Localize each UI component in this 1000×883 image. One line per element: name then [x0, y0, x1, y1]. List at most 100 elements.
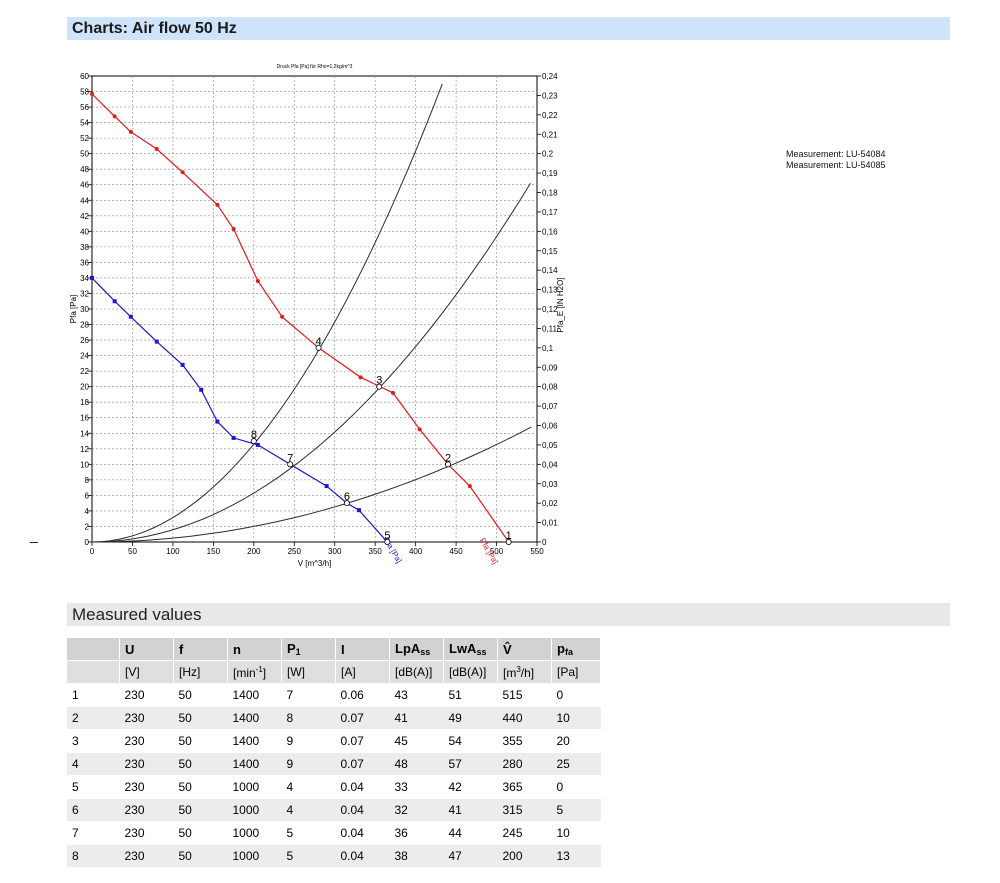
- table-cell: 50: [173, 729, 228, 753]
- table-cell: 0: [551, 683, 601, 707]
- y2-tick-label: 0,23: [542, 91, 558, 100]
- x-tick-label: 50: [128, 547, 137, 556]
- series-point: [215, 202, 220, 207]
- series-line-2: [91, 277, 388, 543]
- y-tick-label: 22: [80, 367, 89, 376]
- unit-cell: [dB(A)]: [389, 660, 444, 684]
- y2-tick-label: 0,16: [542, 227, 558, 236]
- unit-text: [Pa]: [557, 665, 579, 679]
- table-cell: 1000: [227, 798, 282, 822]
- column-header-subscript: ss: [476, 647, 487, 657]
- table-cell: 230: [119, 775, 174, 799]
- column-header-text: n: [233, 641, 241, 657]
- x-tick-label: 300: [328, 547, 342, 556]
- y-tick-label: 16: [80, 414, 89, 423]
- y-tick-label: 58: [80, 88, 89, 97]
- y-tick-label: 28: [80, 321, 89, 330]
- table-cell: 230: [119, 798, 174, 822]
- y2-tick-label: 0,24: [542, 72, 558, 81]
- table-cell: 515: [497, 683, 552, 707]
- x-tick-label: 0: [90, 547, 95, 556]
- unit-text: [m: [503, 665, 517, 680]
- table-row: 8 230 50 1000 5 0.04 38 47 200 13: [67, 844, 601, 868]
- table-cell: 10: [551, 706, 601, 730]
- table-cell: 315: [497, 798, 552, 822]
- table-cell: 1400: [227, 752, 282, 776]
- unit-text: [W]: [287, 665, 305, 679]
- table-cell: 0.04: [335, 798, 390, 822]
- column-header-text: P: [287, 641, 296, 656]
- table-cell: 25: [551, 752, 601, 776]
- table-units-row: [V] [Hz] [min-1] [W] [A] [dB(A)] [dB(A)] [m3/h]…: [67, 660, 601, 684]
- table-cell: 38: [389, 844, 444, 868]
- table-cell: 1000: [227, 844, 282, 868]
- table-cell: 280: [497, 752, 552, 776]
- y-axis-label: Pfa [Pa]: [69, 295, 78, 323]
- y2-tick-label: 0,18: [542, 189, 558, 198]
- unit-text: [min: [233, 665, 256, 680]
- table-cell: 8: [67, 844, 120, 868]
- series-line-1: [91, 93, 510, 543]
- table-cell: 44: [443, 821, 498, 845]
- operating-point-marker: [376, 383, 383, 390]
- y2-tick-label: 0,01: [542, 519, 558, 528]
- column-header-subscript: 1: [295, 647, 301, 657]
- series-point: [324, 484, 329, 489]
- series-point: [112, 299, 117, 304]
- x-tick-label: 550: [530, 547, 544, 556]
- measurement-legend: Measurement: LU-54084 Measurement: LU-54…: [786, 149, 886, 171]
- table-row: 6 230 50 1000 4 0.04 32 41 315 5: [67, 798, 601, 822]
- table-cell: 50: [173, 821, 228, 845]
- table-cell: 4: [281, 775, 336, 799]
- y-tick-label: 50: [80, 150, 89, 159]
- table-cell: 7: [281, 683, 336, 707]
- y2-tick-label: 0,22: [542, 111, 558, 120]
- column-header: P1: [281, 638, 336, 661]
- series-point: [357, 508, 361, 513]
- unit-text: [dB(A)]: [449, 665, 487, 679]
- table-cell: 8: [281, 706, 336, 730]
- table-cell: 4: [67, 752, 120, 776]
- y2-tick-label: 0,1: [542, 344, 554, 353]
- unit-text: [V]: [125, 665, 140, 679]
- y-tick-label: 56: [80, 103, 89, 112]
- table-row: 3 230 50 1400 9 0.07 45 54 355 20: [67, 729, 601, 753]
- table-cell: 245: [497, 821, 552, 845]
- table-cell: 0.07: [335, 729, 390, 753]
- table-cell: 355: [497, 729, 552, 753]
- table-cell: 7: [67, 821, 120, 845]
- x-tick-label: 150: [207, 547, 221, 556]
- y2-tick-label: 0,05: [542, 441, 558, 450]
- x-tick-label: 250: [288, 547, 302, 556]
- y2-tick-label: 0,04: [542, 460, 558, 469]
- table-cell: 50: [173, 683, 228, 707]
- column-header-text: U: [125, 641, 135, 657]
- y-tick-label: 32: [80, 289, 89, 298]
- y-tick-label: 42: [80, 212, 89, 221]
- table-cell: 3: [67, 729, 120, 753]
- unit-cell: [Pa]: [551, 660, 601, 684]
- table-cell: 5: [551, 798, 601, 822]
- operating-point-label: 1: [506, 530, 512, 542]
- table-cell: 230: [119, 821, 174, 845]
- operating-point-marker: [384, 539, 391, 546]
- unit-cell: [A]: [335, 660, 390, 684]
- table-cell: 0.07: [335, 752, 390, 776]
- series-point: [154, 147, 159, 152]
- series-point: [255, 279, 260, 284]
- column-header: [67, 638, 120, 661]
- table-cell: 9: [281, 729, 336, 753]
- table-cell: 230: [119, 683, 174, 707]
- legend-entry-2: Measurement: LU-54085: [786, 160, 886, 170]
- y2-tick-label: 0,2: [542, 150, 554, 159]
- y-tick-label: 6: [85, 491, 90, 500]
- operating-point-marker: [287, 461, 294, 468]
- series-point: [255, 442, 260, 447]
- unit-text: [dB(A)]: [395, 665, 433, 679]
- table-cell: 48: [389, 752, 444, 776]
- y2-tick-label: 0,08: [542, 383, 558, 392]
- y2-tick-label: 0,13: [542, 286, 558, 295]
- y2-tick-label: 0,21: [542, 130, 558, 139]
- table-cell: 41: [443, 798, 498, 822]
- y-tick-label: 4: [85, 507, 90, 516]
